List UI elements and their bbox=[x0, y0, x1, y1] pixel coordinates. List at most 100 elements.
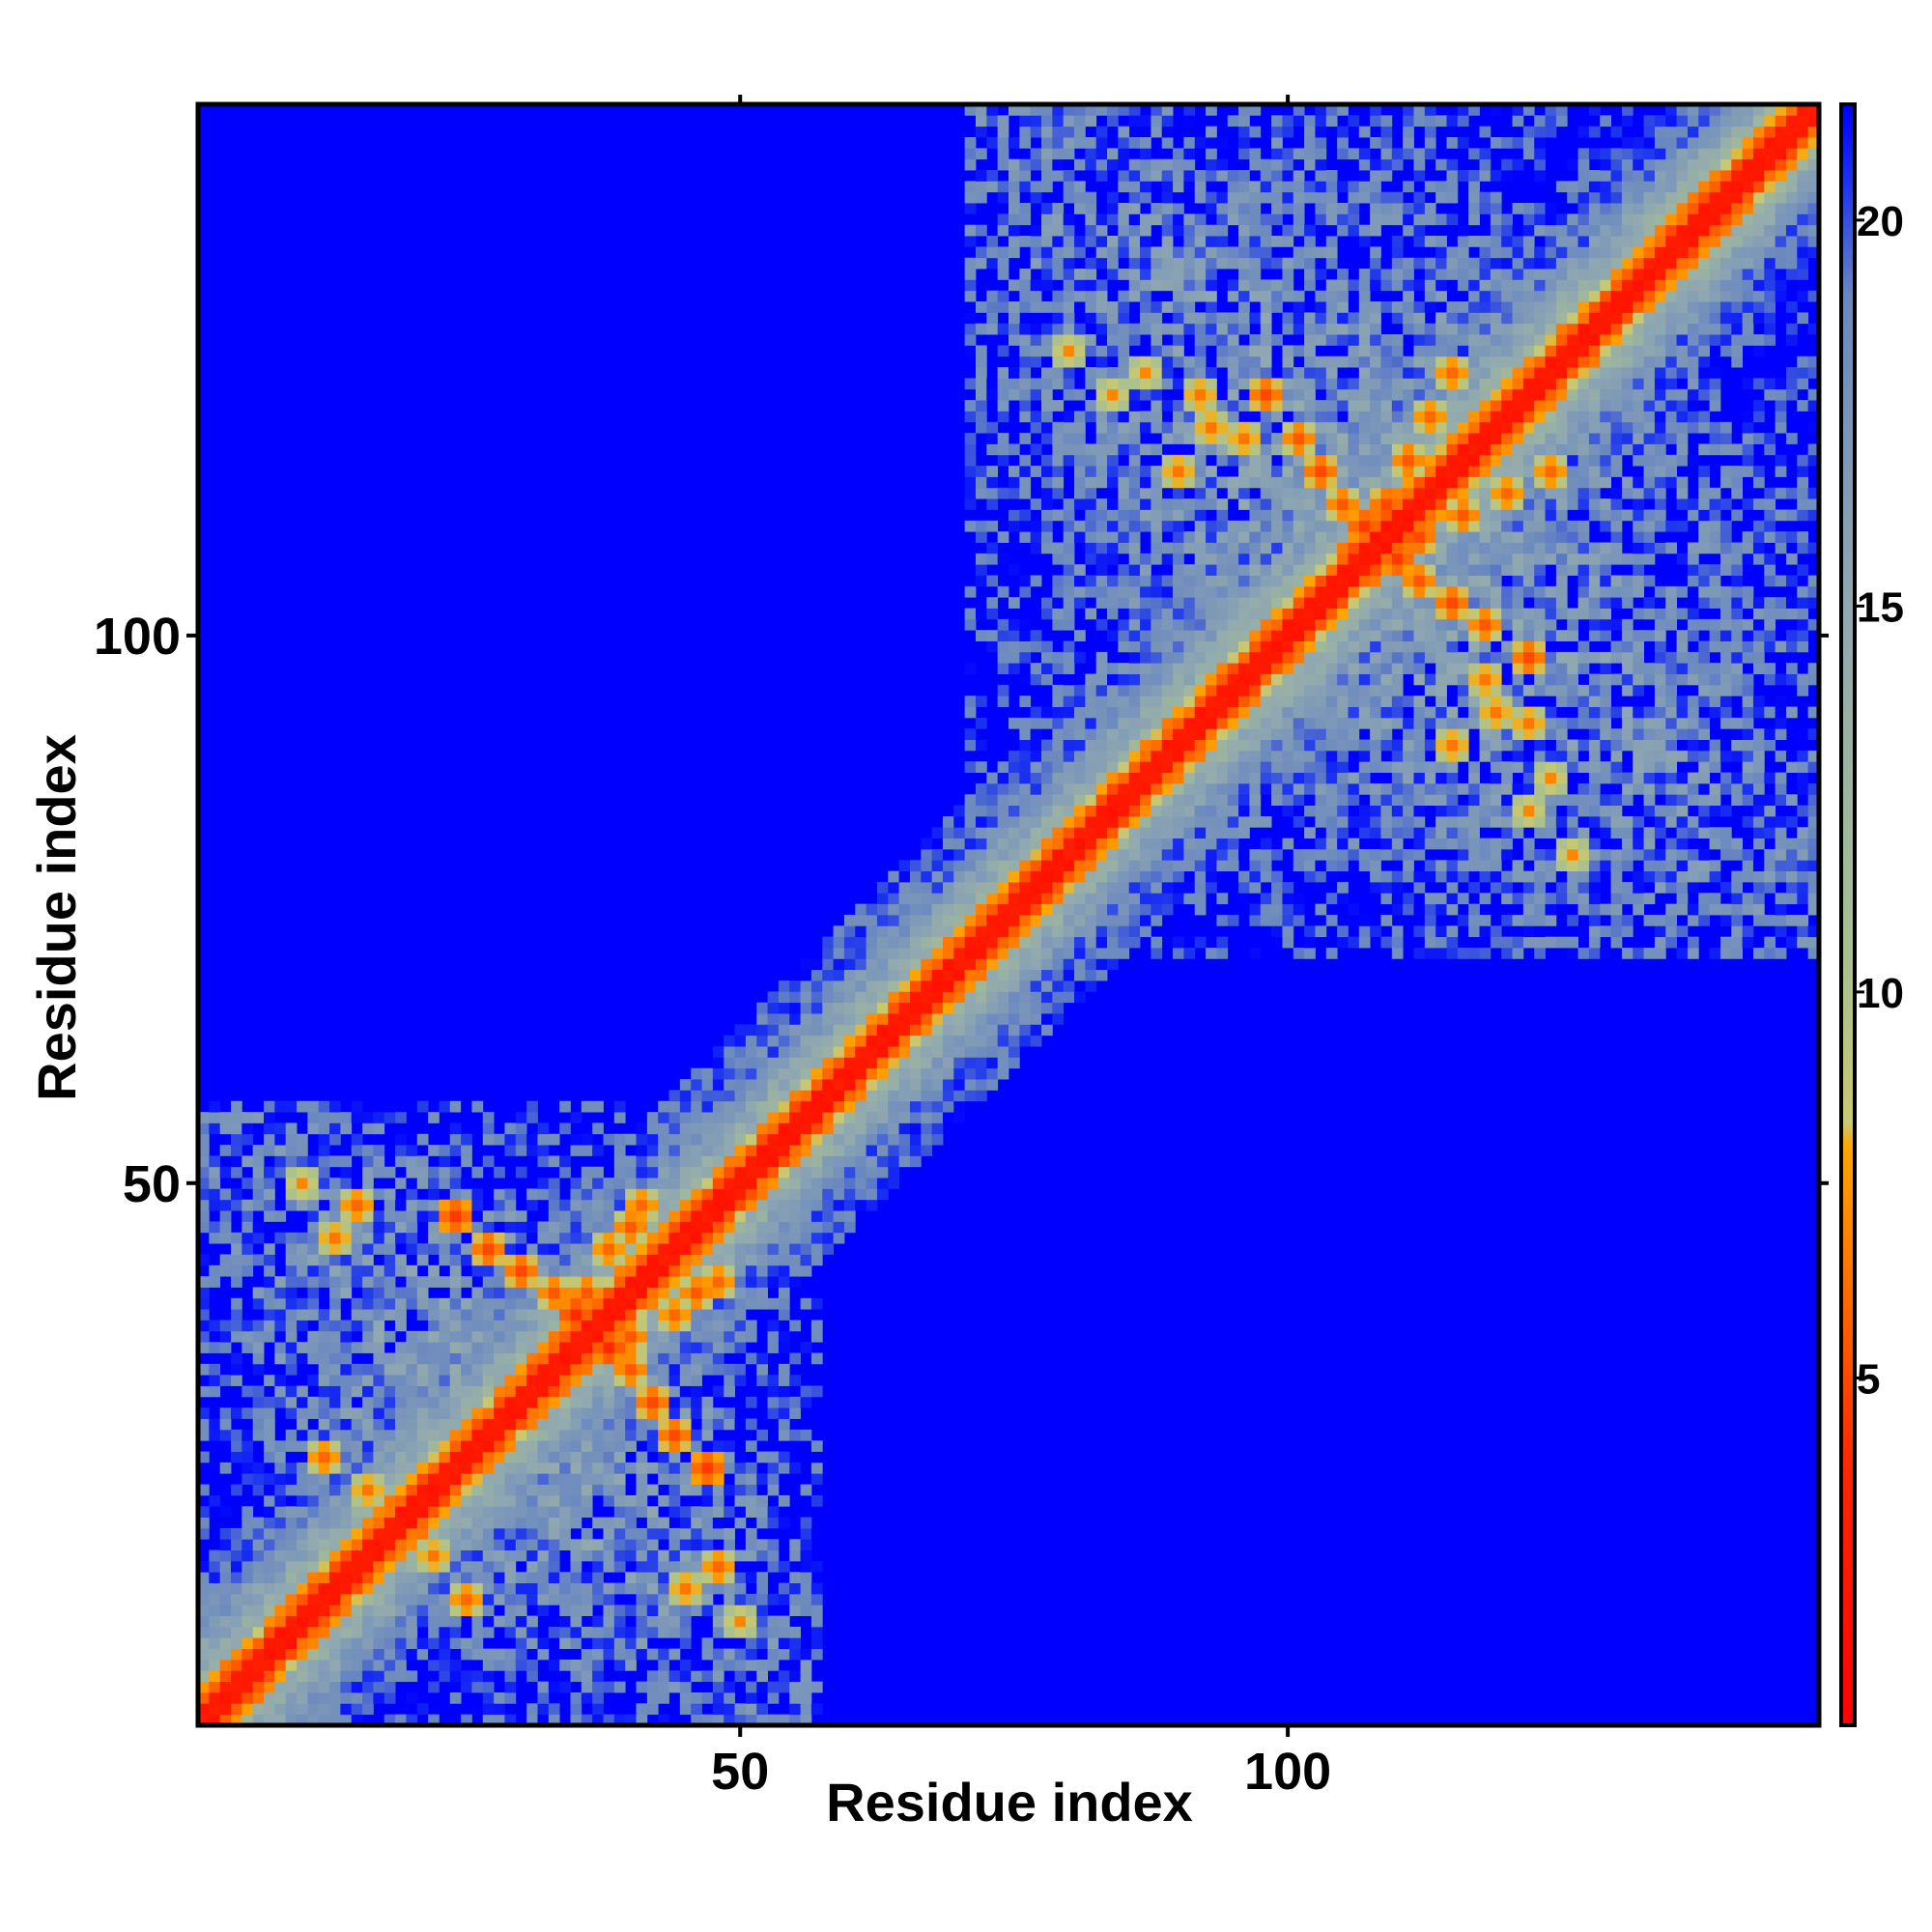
heatmap-cell bbox=[1227, 848, 1239, 861]
heatmap-cell bbox=[1183, 684, 1196, 696]
heatmap-cell bbox=[1107, 433, 1119, 444]
heatmap-cell bbox=[439, 1320, 451, 1332]
heatmap-cell bbox=[428, 1166, 440, 1179]
heatmap-cell bbox=[767, 1615, 780, 1628]
heatmap-cell bbox=[362, 1297, 374, 1310]
heatmap-cell bbox=[986, 312, 999, 325]
heatmap-cell bbox=[691, 1549, 702, 1562]
heatmap-cell bbox=[800, 1582, 812, 1595]
heatmap-cell bbox=[745, 1605, 757, 1617]
heatmap-cell bbox=[1173, 498, 1184, 510]
heatmap-cell bbox=[1216, 246, 1229, 259]
heatmap-cell bbox=[1183, 269, 1196, 280]
heatmap-cell bbox=[745, 1276, 757, 1288]
heatmap-cell bbox=[668, 1473, 681, 1485]
heatmap-cell bbox=[209, 1188, 221, 1201]
heatmap-cell bbox=[515, 1145, 527, 1156]
heatmap-cell bbox=[461, 1309, 472, 1321]
heatmap-cell bbox=[767, 1166, 780, 1179]
heatmap-cell bbox=[252, 1199, 265, 1211]
heatmap-cell bbox=[876, 1178, 889, 1189]
heatmap-cell bbox=[921, 1046, 933, 1058]
heatmap-cell bbox=[691, 1188, 702, 1201]
heatmap-cell bbox=[1085, 148, 1097, 160]
heatmap-cell bbox=[1074, 794, 1086, 807]
heatmap-cell bbox=[318, 1221, 330, 1234]
heatmap-cell bbox=[997, 969, 1009, 981]
heatmap-cell bbox=[406, 1199, 418, 1211]
heatmap-cell bbox=[242, 1691, 254, 1704]
heatmap-cell bbox=[1019, 520, 1032, 532]
heatmap-cell bbox=[603, 1407, 615, 1419]
heatmap-cell bbox=[1095, 805, 1108, 817]
heatmap-cell bbox=[1074, 531, 1086, 543]
heatmap-cell bbox=[724, 1714, 735, 1726]
heatmap-cell bbox=[526, 1451, 538, 1463]
heatmap-cell bbox=[1238, 290, 1250, 302]
heatmap-cell bbox=[1227, 454, 1239, 467]
heatmap-cell bbox=[548, 1462, 560, 1474]
heatmap-cell bbox=[679, 1133, 692, 1146]
heatmap-cell bbox=[242, 1670, 254, 1683]
heatmap-cell bbox=[307, 1440, 320, 1452]
heatmap-cell bbox=[1128, 334, 1141, 346]
heatmap-cell bbox=[548, 1549, 560, 1562]
heatmap-cell bbox=[428, 1309, 440, 1321]
heatmap-cell bbox=[712, 1221, 724, 1234]
heatmap-cell bbox=[1019, 696, 1032, 707]
heatmap-cell bbox=[1107, 870, 1119, 883]
heatmap-cell bbox=[888, 991, 900, 1004]
heatmap-cell bbox=[1227, 585, 1239, 598]
heatmap-cell bbox=[658, 1276, 669, 1288]
heatmap-cell bbox=[482, 1342, 495, 1353]
heatmap-cell bbox=[581, 1659, 593, 1671]
heatmap-cell bbox=[449, 1560, 462, 1573]
heatmap-cell bbox=[953, 903, 966, 916]
heatmap-cell bbox=[1118, 772, 1130, 784]
heatmap-cell bbox=[646, 1243, 659, 1255]
heatmap-cell bbox=[592, 1352, 604, 1365]
heatmap-cell bbox=[482, 1648, 495, 1661]
heatmap-cell bbox=[461, 1626, 472, 1638]
heatmap-cell bbox=[975, 991, 987, 1004]
heatmap-cell bbox=[1194, 815, 1207, 828]
heatmap-cell bbox=[724, 1330, 735, 1343]
heatmap-cell bbox=[964, 881, 977, 894]
heatmap-cell bbox=[679, 1572, 692, 1584]
heatmap-cell bbox=[986, 388, 999, 401]
heatmap-cell bbox=[986, 487, 999, 499]
heatmap-cell bbox=[712, 1188, 724, 1201]
heatmap-cell bbox=[898, 1122, 911, 1135]
heatmap-cell bbox=[198, 1648, 210, 1661]
heatmap-cell bbox=[285, 1549, 298, 1562]
heatmap-cell bbox=[1128, 181, 1141, 193]
heatmap-cell bbox=[318, 1484, 330, 1496]
heatmap-cell bbox=[679, 1473, 692, 1485]
heatmap-cell bbox=[416, 1703, 429, 1716]
heatmap-cell bbox=[570, 1494, 582, 1507]
heatmap-cell bbox=[1118, 881, 1130, 894]
heatmap-cell bbox=[756, 1046, 768, 1058]
heatmap-cell bbox=[471, 1527, 484, 1540]
heatmap-cell bbox=[373, 1572, 385, 1584]
heatmap-cell bbox=[1183, 782, 1196, 795]
heatmap-cell bbox=[329, 1363, 341, 1376]
heatmap-cell bbox=[428, 1462, 440, 1474]
heatmap-cell bbox=[559, 1342, 571, 1353]
heatmap-cell bbox=[1118, 860, 1130, 872]
heatmap-cell bbox=[1183, 312, 1196, 325]
heatmap-cell bbox=[482, 1484, 495, 1496]
heatmap-cell bbox=[679, 1484, 692, 1496]
heatmap-cell bbox=[1216, 838, 1229, 850]
heatmap-cell bbox=[373, 1681, 385, 1693]
heatmap-cell bbox=[691, 1582, 702, 1595]
heatmap-cell bbox=[1128, 454, 1141, 467]
heatmap-cell bbox=[471, 1199, 484, 1211]
heatmap-cell bbox=[329, 1494, 341, 1507]
heatmap-cell bbox=[1260, 915, 1272, 926]
heatmap-cell bbox=[1227, 815, 1239, 828]
heatmap-cell bbox=[876, 1067, 889, 1080]
heatmap-cell bbox=[285, 1714, 298, 1726]
heatmap-cell bbox=[1194, 717, 1207, 729]
heatmap-cell bbox=[231, 1254, 242, 1266]
